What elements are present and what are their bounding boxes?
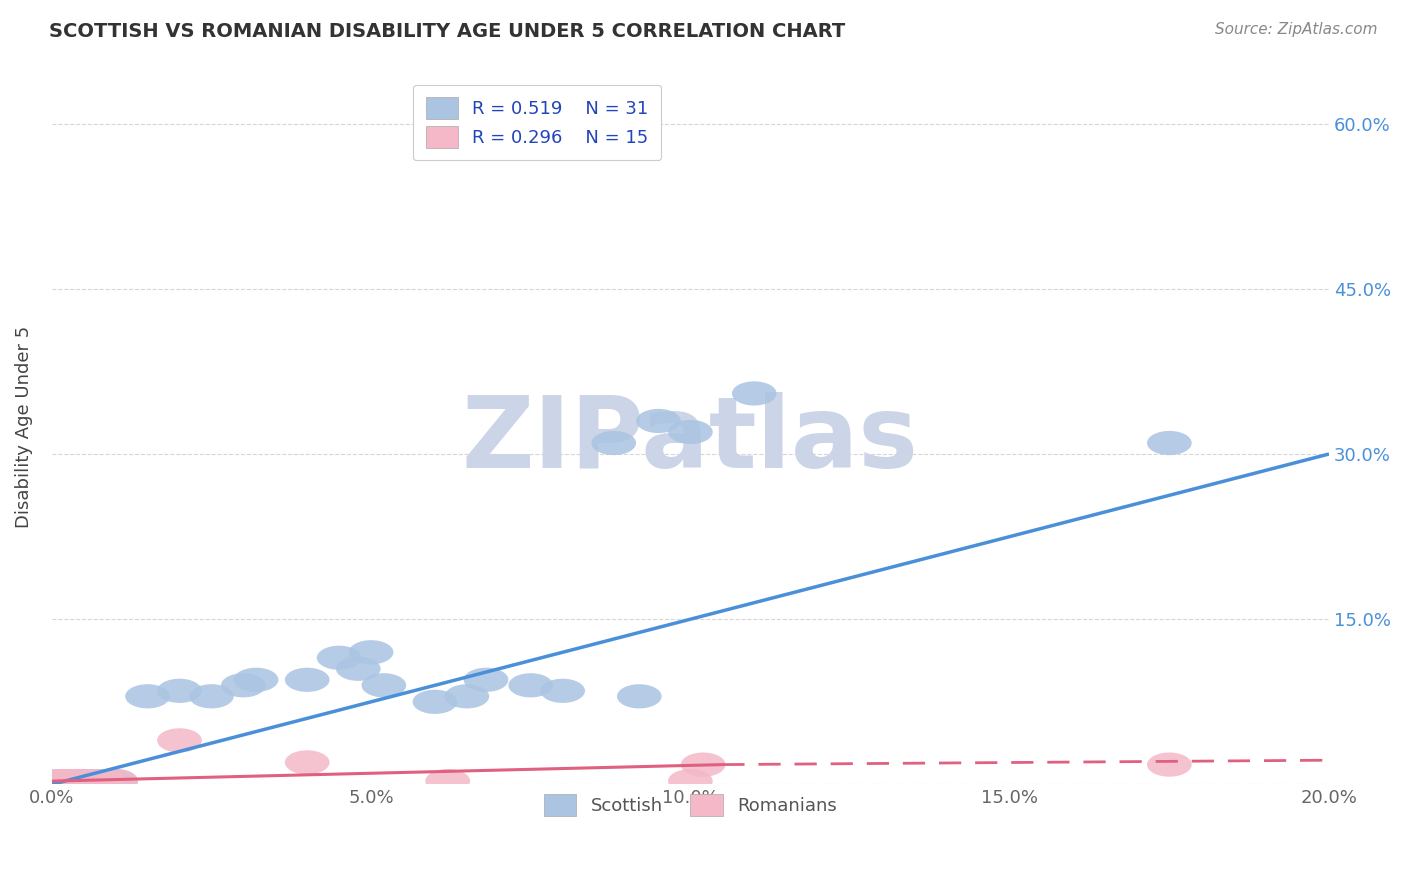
Ellipse shape <box>80 769 125 793</box>
Ellipse shape <box>87 769 132 793</box>
Ellipse shape <box>93 769 138 793</box>
Ellipse shape <box>67 769 112 793</box>
Ellipse shape <box>668 420 713 444</box>
Ellipse shape <box>349 640 394 665</box>
Ellipse shape <box>509 673 553 698</box>
Ellipse shape <box>62 769 105 793</box>
Ellipse shape <box>361 673 406 698</box>
Ellipse shape <box>42 769 87 793</box>
Text: ZIPatlas: ZIPatlas <box>463 392 918 490</box>
Ellipse shape <box>221 673 266 698</box>
Ellipse shape <box>188 684 233 708</box>
Ellipse shape <box>1147 431 1192 455</box>
Ellipse shape <box>336 657 381 681</box>
Ellipse shape <box>444 684 489 708</box>
Ellipse shape <box>62 769 105 793</box>
Text: Source: ZipAtlas.com: Source: ZipAtlas.com <box>1215 22 1378 37</box>
Ellipse shape <box>285 750 329 774</box>
Ellipse shape <box>80 769 125 793</box>
Ellipse shape <box>592 431 636 455</box>
Ellipse shape <box>1147 753 1192 777</box>
Ellipse shape <box>42 769 87 793</box>
Ellipse shape <box>540 679 585 703</box>
Ellipse shape <box>316 646 361 670</box>
Ellipse shape <box>285 668 329 692</box>
Ellipse shape <box>636 409 681 434</box>
Ellipse shape <box>49 769 93 793</box>
Ellipse shape <box>157 728 202 753</box>
Ellipse shape <box>668 769 713 793</box>
Text: SCOTTISH VS ROMANIAN DISABILITY AGE UNDER 5 CORRELATION CHART: SCOTTISH VS ROMANIAN DISABILITY AGE UNDE… <box>49 22 845 41</box>
Ellipse shape <box>75 769 118 793</box>
Ellipse shape <box>426 769 470 793</box>
Ellipse shape <box>35 769 80 793</box>
Ellipse shape <box>157 679 202 703</box>
Ellipse shape <box>617 684 662 708</box>
Ellipse shape <box>412 690 457 714</box>
Ellipse shape <box>55 769 100 793</box>
Ellipse shape <box>75 769 118 793</box>
Ellipse shape <box>49 769 93 793</box>
Ellipse shape <box>681 753 725 777</box>
Ellipse shape <box>67 769 112 793</box>
Ellipse shape <box>93 769 138 793</box>
Ellipse shape <box>733 381 776 406</box>
Ellipse shape <box>35 769 80 793</box>
Ellipse shape <box>125 684 170 708</box>
Legend: Scottish, Romanians: Scottish, Romanians <box>534 786 846 825</box>
Ellipse shape <box>55 769 100 793</box>
Ellipse shape <box>233 668 278 692</box>
Y-axis label: Disability Age Under 5: Disability Age Under 5 <box>15 326 32 527</box>
Ellipse shape <box>464 668 509 692</box>
